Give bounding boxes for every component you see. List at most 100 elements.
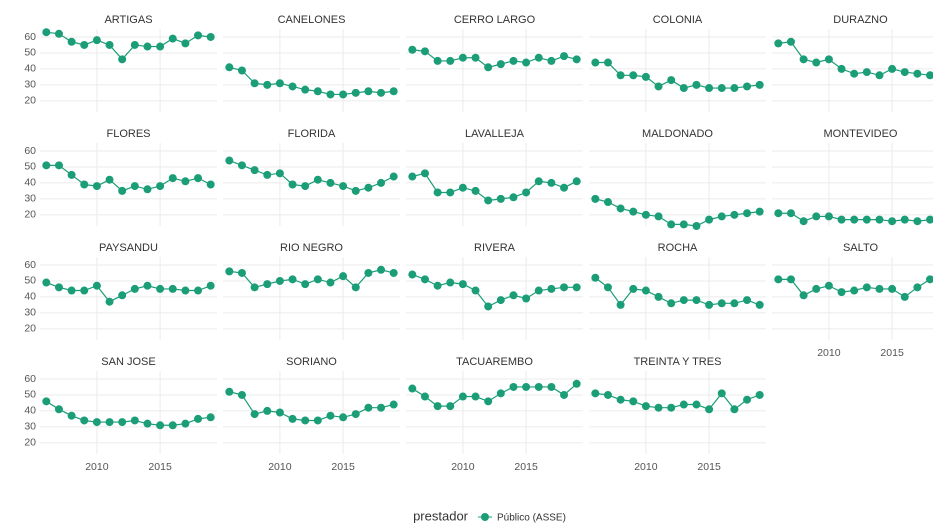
facet-title: FLORIDA	[288, 128, 336, 140]
point	[471, 392, 480, 401]
x-tick-label: 2010	[85, 461, 109, 473]
facet-title: LAVALLEJA	[465, 128, 525, 140]
point	[181, 419, 190, 428]
point	[471, 186, 480, 195]
point	[408, 384, 417, 393]
point	[250, 410, 259, 419]
point	[313, 416, 322, 425]
point	[206, 32, 215, 41]
point	[143, 419, 152, 428]
point	[591, 58, 600, 67]
point	[603, 390, 612, 399]
point	[717, 84, 726, 93]
point	[862, 68, 871, 77]
point	[522, 58, 531, 67]
y-tick-label: 60	[24, 31, 36, 43]
point	[288, 180, 297, 189]
point	[560, 390, 569, 399]
point	[433, 56, 442, 65]
point	[389, 268, 398, 277]
point	[572, 177, 581, 186]
point	[446, 278, 455, 287]
facet-title: SORIANO	[286, 356, 337, 368]
point	[888, 217, 897, 226]
point	[786, 275, 795, 284]
point	[616, 300, 625, 309]
point	[250, 166, 259, 175]
point	[351, 283, 360, 292]
point	[534, 53, 543, 62]
x-tick-label: 2010	[634, 461, 658, 473]
point	[774, 275, 783, 284]
point	[458, 280, 467, 289]
point	[130, 416, 139, 425]
y-tick-label: 20	[24, 323, 36, 335]
facet-title: TACUAREMBO	[456, 356, 533, 368]
point	[225, 63, 234, 72]
point	[496, 296, 505, 305]
y-tick-label: 30	[24, 307, 36, 319]
point	[275, 276, 284, 285]
point	[591, 273, 600, 282]
point	[263, 170, 272, 179]
point	[351, 186, 360, 195]
point	[799, 217, 808, 226]
point	[786, 37, 795, 46]
x-tick-label: 2015	[514, 461, 538, 473]
y-tick-label: 30	[24, 421, 36, 433]
point	[471, 286, 480, 295]
point	[654, 403, 663, 412]
point	[913, 283, 922, 292]
facet-title: RIO NEGRO	[280, 242, 343, 254]
point	[730, 84, 739, 93]
point	[326, 278, 335, 287]
point	[913, 69, 922, 78]
point	[181, 286, 190, 295]
point	[799, 55, 808, 64]
y-tick-label: 60	[24, 145, 36, 157]
point	[143, 185, 152, 194]
point	[263, 406, 272, 415]
point	[484, 196, 493, 205]
point	[837, 288, 846, 297]
point	[105, 40, 114, 49]
point	[250, 79, 259, 88]
point	[629, 71, 638, 80]
point	[654, 82, 663, 91]
point	[351, 88, 360, 97]
point	[616, 204, 625, 213]
point	[288, 82, 297, 91]
point	[206, 281, 215, 290]
point	[717, 212, 726, 221]
y-tick-label: 50	[24, 47, 36, 59]
y-tick-label: 60	[24, 259, 36, 271]
point	[118, 418, 127, 427]
point	[206, 180, 215, 189]
point	[67, 286, 76, 295]
point	[118, 55, 127, 64]
y-tick-label: 40	[24, 405, 36, 417]
point	[875, 71, 884, 80]
point	[181, 39, 190, 48]
point	[420, 275, 429, 284]
point	[641, 286, 650, 295]
point	[837, 64, 846, 73]
point	[616, 395, 625, 404]
point	[679, 84, 688, 93]
point	[263, 280, 272, 289]
point	[130, 182, 139, 191]
point	[616, 71, 625, 80]
point	[692, 400, 701, 409]
point	[717, 389, 726, 398]
point	[288, 275, 297, 284]
point	[509, 56, 518, 65]
point	[705, 215, 714, 224]
point	[572, 283, 581, 292]
facet-title: ROCHA	[658, 242, 698, 254]
facet-title: RIVERA	[474, 242, 516, 254]
facet-title: CERRO LARGO	[454, 14, 536, 26]
point	[534, 286, 543, 295]
point	[351, 410, 360, 419]
point	[194, 31, 203, 40]
